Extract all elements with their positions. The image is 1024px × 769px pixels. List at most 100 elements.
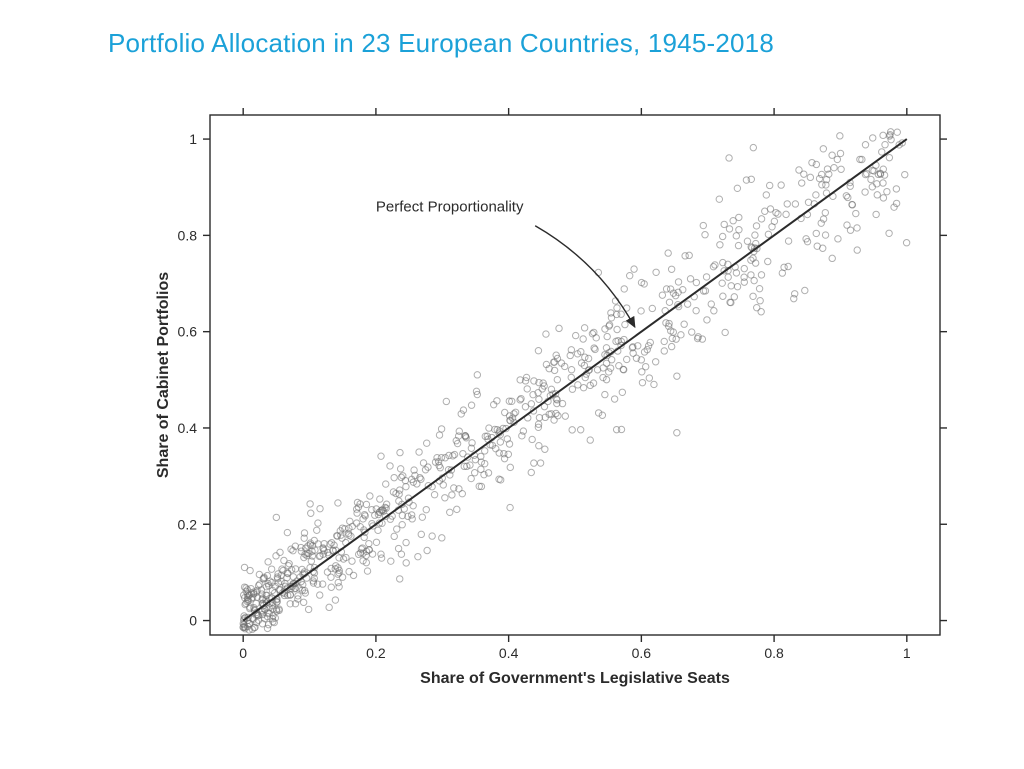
data-point: [618, 426, 624, 432]
page-title: Portfolio Allocation in 23 European Coun…: [108, 28, 774, 59]
data-point: [424, 440, 430, 446]
data-point: [528, 401, 534, 407]
data-point: [551, 417, 557, 423]
data-point: [307, 501, 313, 507]
data-point: [347, 518, 353, 524]
data-point: [820, 245, 826, 251]
data-point: [862, 142, 868, 148]
data-point: [639, 379, 645, 385]
data-point: [350, 572, 356, 578]
data-point: [722, 329, 728, 335]
data-point: [784, 201, 790, 207]
data-point: [595, 269, 601, 275]
data-point: [763, 192, 769, 198]
data-point: [587, 437, 593, 443]
data-point: [335, 500, 341, 506]
data-point: [735, 242, 741, 248]
data-point: [284, 575, 290, 581]
data-point: [580, 385, 586, 391]
data-point: [853, 210, 859, 216]
data-point: [622, 321, 628, 327]
data-point: [440, 482, 446, 488]
data-point: [543, 331, 549, 337]
data-point: [403, 483, 409, 489]
data-point: [353, 506, 359, 512]
data-point: [387, 463, 393, 469]
data-point: [693, 307, 699, 313]
data-point: [542, 446, 548, 452]
data-point: [845, 194, 851, 200]
data-point: [838, 166, 844, 172]
data-point: [631, 266, 637, 272]
data-point: [608, 357, 614, 363]
data-point: [618, 311, 624, 317]
data-point: [273, 553, 279, 559]
data-point: [474, 372, 480, 378]
data-point: [346, 568, 352, 574]
y-tick-label: 1: [189, 131, 197, 147]
y-tick-label: 0: [189, 613, 197, 629]
data-point: [675, 279, 681, 285]
data-point: [528, 469, 534, 475]
y-tick-label: 0.4: [178, 420, 198, 436]
data-point: [308, 510, 314, 516]
data-point: [813, 192, 819, 198]
data-point: [397, 576, 403, 582]
data-point: [585, 355, 591, 361]
data-point: [862, 189, 868, 195]
data-point: [568, 366, 574, 372]
data-point: [305, 606, 311, 612]
data-point: [627, 272, 633, 278]
data-point: [423, 506, 429, 512]
data-point: [349, 558, 355, 564]
data-point: [536, 442, 542, 448]
data-point: [328, 584, 334, 590]
data-point: [403, 560, 409, 566]
data-point: [720, 293, 726, 299]
data-point: [769, 224, 775, 230]
data-point: [778, 182, 784, 188]
data-point: [336, 555, 342, 561]
data-point: [300, 599, 306, 605]
data-point: [668, 343, 674, 349]
data-point: [734, 185, 740, 191]
data-point: [315, 520, 321, 526]
data-point: [439, 535, 445, 541]
data-point: [556, 325, 562, 331]
data-point: [880, 132, 886, 138]
data-point: [807, 174, 813, 180]
data-point: [443, 398, 449, 404]
data-point: [868, 176, 874, 182]
data-point: [335, 579, 341, 585]
data-point: [726, 155, 732, 161]
data-point: [317, 505, 323, 511]
data-point: [581, 325, 587, 331]
data-point: [602, 391, 608, 397]
data-point: [449, 492, 455, 498]
data-point: [674, 430, 680, 436]
data-point: [646, 375, 652, 381]
data-point: [317, 592, 323, 598]
data-point: [843, 193, 849, 199]
data-point: [619, 389, 625, 395]
data-point: [785, 263, 791, 269]
data-point: [712, 262, 718, 268]
data-point: [762, 208, 768, 214]
data-point: [315, 541, 321, 547]
data-point: [661, 348, 667, 354]
data-point: [652, 359, 658, 365]
data-point: [721, 221, 727, 227]
data-point: [799, 180, 805, 186]
data-point: [822, 232, 828, 238]
data-point: [496, 450, 502, 456]
data-point: [805, 199, 811, 205]
data-point: [819, 182, 825, 188]
data-point: [653, 269, 659, 275]
data-point: [703, 274, 709, 280]
data-point: [886, 154, 892, 160]
data-point: [369, 551, 375, 557]
data-point: [717, 242, 723, 248]
data-point: [710, 263, 716, 269]
data-point: [524, 386, 530, 392]
data-point: [831, 164, 837, 170]
